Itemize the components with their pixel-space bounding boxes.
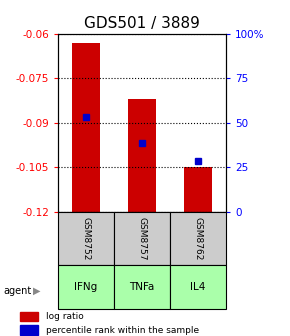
Title: GDS501 / 3889: GDS501 / 3889 xyxy=(84,16,200,31)
Text: GSM8752: GSM8752 xyxy=(81,217,90,260)
Bar xyxy=(128,99,156,212)
Text: log ratio: log ratio xyxy=(46,312,84,321)
Bar xyxy=(114,265,170,309)
Text: percentile rank within the sample: percentile rank within the sample xyxy=(46,326,200,335)
Bar xyxy=(20,312,38,321)
Bar xyxy=(58,265,114,309)
Text: ▶: ▶ xyxy=(33,286,41,296)
Bar xyxy=(184,167,212,212)
Text: GSM8757: GSM8757 xyxy=(137,217,147,260)
Text: GSM8762: GSM8762 xyxy=(194,217,203,260)
Bar xyxy=(170,265,226,309)
Bar xyxy=(58,212,114,265)
Bar xyxy=(114,212,170,265)
Bar xyxy=(72,42,100,212)
Text: IFNg: IFNg xyxy=(75,282,98,292)
Bar xyxy=(20,325,38,335)
Text: TNFa: TNFa xyxy=(129,282,155,292)
Text: agent: agent xyxy=(3,286,31,296)
Bar xyxy=(170,212,226,265)
Text: IL4: IL4 xyxy=(191,282,206,292)
